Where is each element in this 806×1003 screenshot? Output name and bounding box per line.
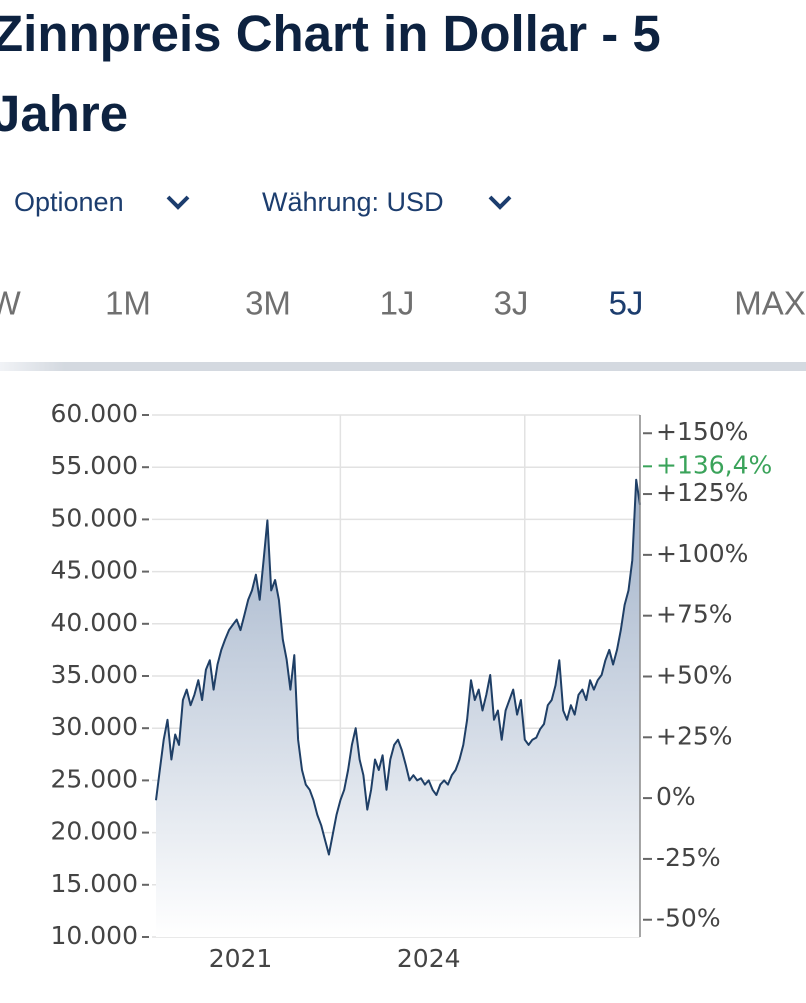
y-tick-label: 35.000 <box>51 660 138 689</box>
chevron-icon[interactable] <box>166 195 190 210</box>
page-title: Zinnpreis Chart in Dollar - 5 Jahre <box>0 5 661 142</box>
area <box>156 479 640 937</box>
y-tick-label: 10.000 <box>51 921 138 950</box>
tab[interactable]: 1W <box>0 285 22 322</box>
x-tick-label: 2024 <box>397 944 461 973</box>
y-tick-label: 20.000 <box>51 817 138 846</box>
tab-underline <box>0 362 806 371</box>
x-tick-label: 2021 <box>209 944 273 973</box>
y2-tick-label: +25% <box>656 721 733 750</box>
y2-tick-label: +125% <box>656 478 748 507</box>
annotation-label: +136,4% <box>656 450 772 479</box>
price-line <box>155 478 641 856</box>
tab[interactable]: 3J <box>494 285 529 322</box>
y2-tick-label: +50% <box>656 660 733 689</box>
tab[interactable]: 1M <box>105 285 151 322</box>
y-tick-label: 25.000 <box>51 764 138 793</box>
chevron-icon[interactable] <box>488 195 512 210</box>
y2-tick-label: 0% <box>656 782 696 811</box>
currency-button[interactable]: Währung: USD <box>262 187 444 217</box>
tab[interactable]: 5J <box>609 285 644 322</box>
tab-bar: 1W 1M 3M 1J 3J 5J MAX <box>0 285 806 322</box>
y-tick-label: 50.000 <box>51 503 138 532</box>
y-tick-label: 60.000 <box>51 399 138 428</box>
y-tick-label: 30.000 <box>51 712 138 741</box>
chart: 10.000 15.000 20.000 25.000 30.000 35.000 40.0… <box>51 399 773 973</box>
tab[interactable]: MAX <box>734 285 806 322</box>
tab[interactable]: 3M <box>245 285 291 322</box>
y-tick-label: 55.000 <box>51 451 138 480</box>
tab[interactable]: 1J <box>380 285 415 322</box>
y-tick-label: 40.000 <box>51 608 138 637</box>
y2-tick-label: +150% <box>656 417 748 446</box>
y-tick-label: 45.000 <box>51 556 138 585</box>
y2-tick-label: -50% <box>656 904 721 933</box>
y-tick-label: 15.000 <box>51 869 138 898</box>
y2-tick-label: +75% <box>656 600 733 629</box>
y2-tick-label: -25% <box>656 843 721 872</box>
options-button[interactable]: Optionen <box>14 187 124 217</box>
y2-tick-label: +100% <box>656 539 748 568</box>
